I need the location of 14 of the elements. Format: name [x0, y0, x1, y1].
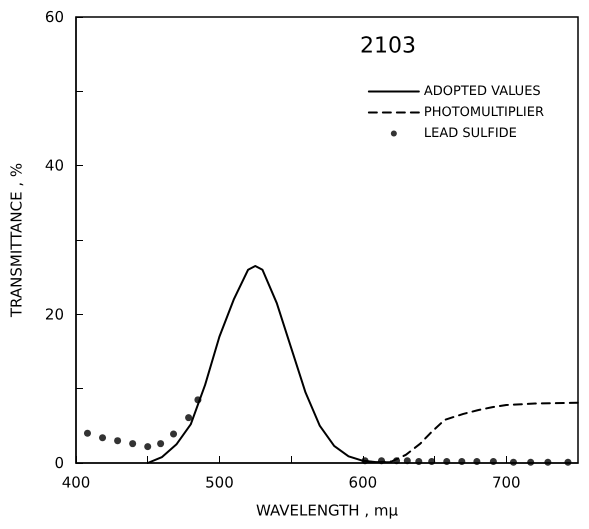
- y-tick-label: 40: [44, 156, 64, 175]
- x-axis-title: WAVELENGTH , mμ: [256, 502, 398, 520]
- y-tick-label: 0: [54, 454, 64, 472]
- y-axis-title: TRANSMITTANCE , %: [8, 162, 26, 318]
- x-tick-label: 500: [205, 474, 234, 492]
- x-tick-label: 400: [62, 474, 90, 492]
- y-tick-label: 20: [44, 305, 64, 324]
- legend-label: ADOPTED VALUES: [424, 84, 541, 99]
- x-tick-label: 600: [348, 474, 378, 492]
- text: 2103: [360, 34, 416, 58]
- y-tick-label: 60: [44, 8, 64, 26]
- legend-label: LEAD SULFIDE: [424, 126, 517, 141]
- legend-label: PHOTOMULTIPLIER: [424, 105, 544, 120]
- x-tick-label: 700: [492, 474, 521, 492]
